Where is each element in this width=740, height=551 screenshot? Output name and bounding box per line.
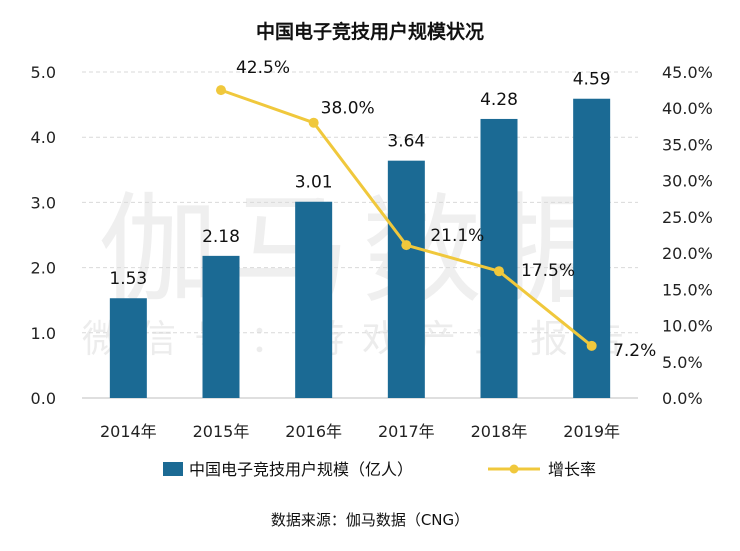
x-axis: 2014年 2015年 2016年 2017年 2018年 2019年 — [100, 422, 620, 441]
line-value-label: 21.1% — [430, 226, 484, 246]
source-note: 数据来源：伽马数据（CNG） — [271, 511, 469, 529]
y-axis-left: 0.0 1.0 2.0 3.0 4.0 5.0 — [31, 63, 56, 408]
line-point — [494, 266, 504, 277]
line-value-label: 38.0% — [321, 99, 375, 119]
x-tick-label: 2018年 — [471, 422, 528, 441]
legend-bar-label: 中国电子竞技用户规模（亿人） — [189, 460, 413, 479]
y2-tick-label: 10.0% — [662, 317, 713, 336]
watermark-sub: 微信号：游戏产业报告 — [82, 317, 642, 361]
legend-bar-swatch — [163, 462, 183, 476]
watermark: 伽马数据 微信号：游戏产业报告 — [82, 182, 642, 361]
y2-tick-label: 0.0% — [662, 389, 703, 408]
bar — [573, 98, 611, 399]
bar-value-label: 2.18 — [202, 227, 240, 247]
y2-tick-label: 30.0% — [662, 172, 713, 191]
y-tick-label: 2.0 — [31, 259, 56, 278]
bar — [480, 118, 518, 398]
data-labels: 1.53 2.18 3.01 3.64 4.28 4.59 42.5% 38.0% 21.1% 1… — [109, 58, 656, 361]
y2-tick-label: 15.0% — [662, 280, 713, 299]
bar-series — [109, 98, 611, 399]
bar-value-label: 1.53 — [109, 269, 147, 289]
y2-tick-label: 5.0% — [662, 353, 703, 372]
bar-value-label: 3.01 — [295, 173, 333, 193]
x-tick-label: 2017年 — [378, 422, 435, 441]
y-axis-right: 0.0% 5.0% 10.0% 15.0% 20.0% 25.0% 30.0% 35.0% 40… — [662, 63, 713, 408]
x-tick-label: 2015年 — [193, 422, 250, 441]
watermark-main: 伽马数据 — [98, 182, 626, 321]
bar — [387, 160, 425, 398]
bar-value-label: 3.64 — [387, 132, 425, 152]
y2-tick-label: 40.0% — [662, 99, 713, 118]
x-tick-label: 2016年 — [285, 422, 342, 441]
bar-value-label: 4.59 — [573, 70, 611, 90]
line-value-label: 7.2% — [613, 341, 656, 361]
line-value-label: 17.5% — [521, 261, 575, 281]
bar — [295, 201, 333, 398]
x-tick-label: 2019年 — [563, 422, 620, 441]
gridlines — [82, 71, 638, 399]
bar-value-label: 4.28 — [480, 90, 518, 110]
chart-title: 中国电子竞技用户规模状况 — [256, 20, 484, 43]
y2-tick-label: 25.0% — [662, 208, 713, 227]
line-point — [586, 340, 597, 351]
x-tick-label: 2014年 — [100, 422, 157, 441]
bar — [109, 298, 147, 398]
y2-tick-label: 45.0% — [662, 63, 713, 82]
line-series — [216, 85, 597, 351]
legend-line-label: 增长率 — [548, 460, 596, 479]
y-tick-label: 1.0 — [31, 324, 56, 343]
y-tick-label: 4.0 — [31, 128, 56, 147]
y-tick-label: 3.0 — [31, 193, 56, 212]
line-point — [216, 85, 226, 96]
y-tick-label: 0.0 — [31, 389, 56, 408]
y2-tick-label: 20.0% — [662, 244, 713, 263]
line-point — [308, 117, 319, 128]
y-tick-label: 5.0 — [31, 63, 56, 82]
y2-tick-label: 35.0% — [662, 135, 713, 154]
legend: 中国电子竞技用户规模（亿人） 增长率 — [163, 460, 596, 479]
line-value-label: 42.5% — [236, 58, 290, 78]
legend-line-marker — [509, 464, 519, 474]
line-point — [401, 240, 412, 251]
bar — [202, 255, 240, 398]
